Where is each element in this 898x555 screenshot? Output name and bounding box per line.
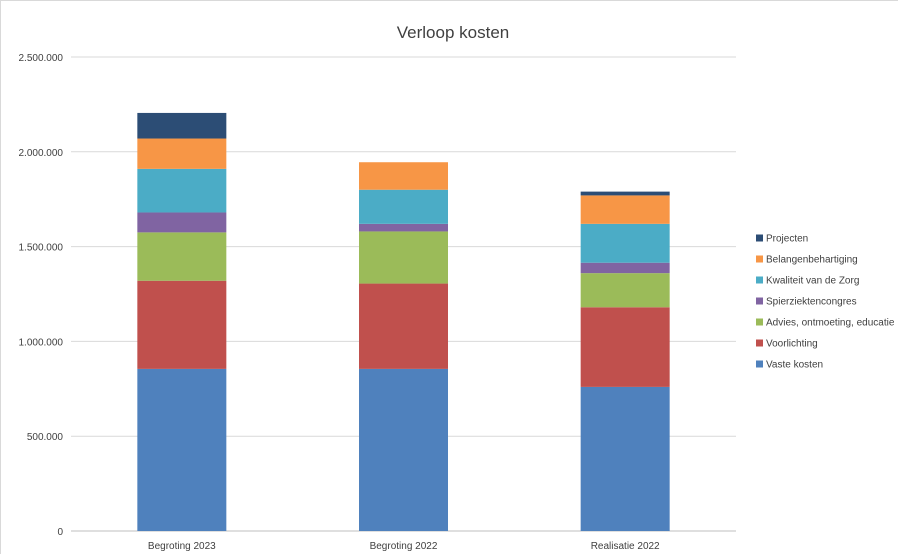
bar-segment — [580, 262, 670, 274]
bar-segment — [137, 280, 227, 369]
legend-swatch — [756, 234, 763, 242]
legend-swatch — [756, 360, 763, 368]
legend-swatch — [756, 318, 763, 326]
bar-segment — [137, 368, 227, 531]
bar-segment — [137, 168, 227, 213]
bar-segment — [580, 191, 670, 196]
y-tick-label: 1.500.000 — [19, 243, 64, 254]
bar-segment — [359, 189, 448, 224]
legend-label: Vaste kosten — [766, 360, 823, 371]
bar-segment — [580, 223, 670, 263]
bar-segment — [580, 386, 670, 531]
bar-segment — [137, 212, 227, 233]
y-tick-label: 1.000.000 — [19, 337, 64, 348]
legend-swatch — [756, 255, 763, 263]
y-tick-label: 2.500.000 — [19, 53, 64, 64]
y-tick-label: 0 — [57, 527, 63, 538]
bar-segment — [359, 223, 448, 232]
legend-swatch — [756, 297, 763, 305]
y-axis-tick-labels: 0 500.000 1.000.000 1.500.000 2.000.000 2.500… — [19, 53, 64, 538]
x-tick-label: Begroting 2023 — [148, 541, 216, 552]
legend-swatch — [756, 276, 763, 284]
x-tick-label: Begroting 2022 — [370, 541, 438, 552]
bar-segment — [359, 283, 448, 369]
legend-label: Kwaliteit van de Zorg — [766, 276, 859, 287]
bar-segment — [137, 138, 227, 169]
bar-segment — [580, 195, 670, 224]
legend-label: Voorlichting — [766, 339, 818, 350]
bars — [137, 112, 670, 531]
bar-segment — [359, 368, 448, 531]
legend-swatch — [756, 339, 763, 347]
bar-segment — [359, 162, 448, 190]
y-tick-label: 500.000 — [27, 432, 64, 443]
chart-title: Verloop kosten — [397, 23, 509, 42]
bar-segment — [580, 273, 670, 308]
bar-segment — [580, 307, 670, 387]
x-tick-label: Realisatie 2022 — [591, 541, 660, 552]
legend-label: Spierziektencongres — [766, 297, 857, 308]
legend-label: Projecten — [766, 234, 808, 245]
bar-segment — [359, 231, 448, 284]
y-tick-label: 2.000.000 — [19, 148, 64, 159]
bar-segment — [137, 112, 227, 139]
x-axis-tick-labels: Begroting 2023 Begroting 2022 Realisatie 2… — [148, 541, 660, 552]
legend: Projecten Belangenbehartiging Kwaliteit va… — [756, 234, 895, 371]
legend-label: Belangenbehartiging — [766, 255, 858, 266]
legend-label: Advies, ontmoeting, educatie — [766, 318, 895, 329]
bar-segment — [137, 232, 227, 281]
